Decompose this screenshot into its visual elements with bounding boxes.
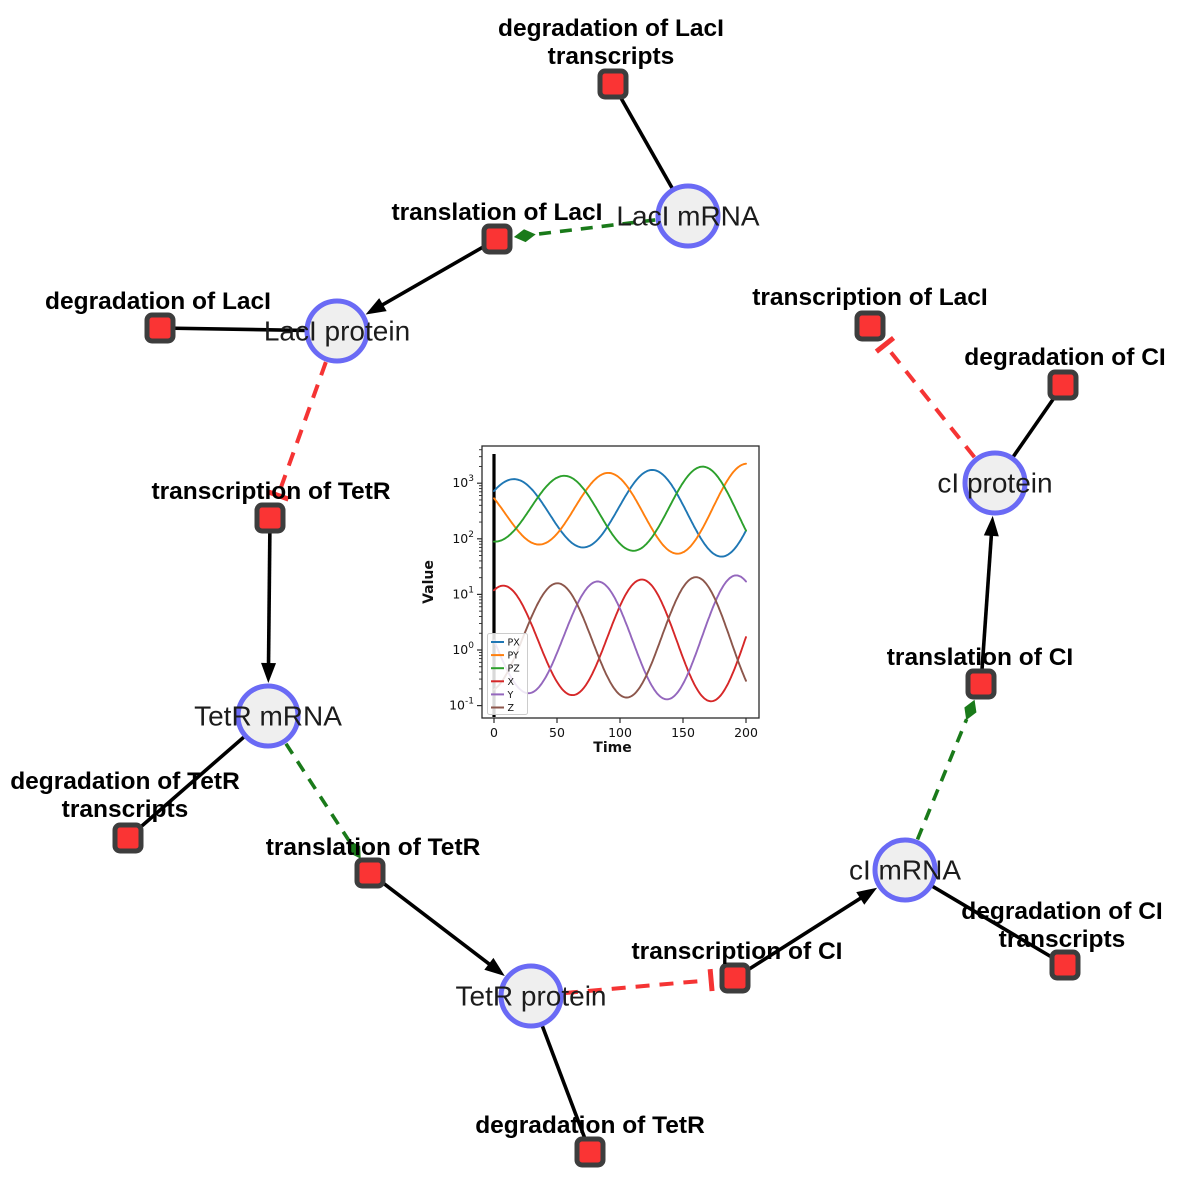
y-tick-label: 101 bbox=[452, 585, 474, 601]
reaction-label-transl_tetr: translation of TetR bbox=[266, 834, 481, 861]
chart-background bbox=[482, 446, 759, 718]
edge-production-transl_laci-to-laci_protein bbox=[365, 237, 498, 315]
reaction-node-transcr_ci bbox=[719, 962, 751, 994]
inhibition-dashed-line bbox=[277, 361, 328, 492]
species-label-tetr_protein: TetR protein bbox=[456, 981, 607, 1012]
x-tick-label: 150 bbox=[671, 725, 695, 740]
arrowhead-icon bbox=[365, 298, 387, 315]
reaction-node-deg_tetr bbox=[574, 1136, 606, 1168]
inhibition-tee-icon bbox=[707, 968, 715, 992]
production-line bbox=[266, 517, 272, 670]
diamond-arrowhead-icon bbox=[513, 229, 536, 243]
y-tick-label: 102 bbox=[452, 530, 474, 546]
arrowhead-icon bbox=[983, 515, 999, 537]
reaction-label-transcr_laci: transcription of LacI bbox=[752, 284, 988, 311]
production-line bbox=[979, 529, 994, 685]
chart-series-line-Z bbox=[493, 576, 747, 699]
inset-chart: 0 50 100 150 20010-1100101102103TimeValuePXP… bbox=[421, 445, 760, 756]
reaction-label-deg_tetr_tx: degradation of TetR transcripts bbox=[10, 768, 240, 823]
species-node-tetr_protein bbox=[498, 963, 564, 1029]
reaction-node-transcr_laci bbox=[854, 310, 886, 342]
diamond-arrowhead-icon bbox=[348, 840, 361, 859]
reaction-label-deg_laci: degradation of LacI bbox=[45, 288, 271, 315]
edge-production-transcr_ci-to-ci_mrna bbox=[734, 887, 878, 980]
reaction-node-deg_ci_tx bbox=[1049, 949, 1081, 981]
reaction-node-deg_laci bbox=[144, 312, 176, 344]
species-label-laci_protein: LacI protein bbox=[264, 316, 410, 347]
y-axis-label: Value bbox=[421, 560, 437, 604]
reaction-label-deg_ci_tx: degradation of CI transcripts bbox=[961, 898, 1162, 953]
species-label-laci_mrna: LacI mRNA bbox=[616, 201, 759, 232]
catalysis-dashed-line bbox=[915, 718, 969, 841]
arrowhead-icon bbox=[856, 887, 878, 905]
chart-series-line-PZ bbox=[493, 465, 747, 552]
x-tick-label: 200 bbox=[734, 725, 758, 740]
arrowhead-icon bbox=[261, 662, 277, 684]
chart-series-line-PY bbox=[493, 462, 747, 555]
reaction-label-transcr_tetr: transcription of TetR bbox=[151, 478, 390, 505]
x-tick-label: 100 bbox=[608, 725, 632, 740]
reaction-label-deg_tetr: degradation of TetR bbox=[475, 1112, 705, 1139]
species-label-ci_mrna: cI mRNA bbox=[849, 855, 961, 886]
reaction-label-transl_ci: translation of CI bbox=[887, 644, 1073, 671]
production-line bbox=[368, 871, 495, 969]
edge-production-transl_tetr-to-tetr_protein bbox=[368, 871, 505, 976]
x-tick-label: 50 bbox=[549, 725, 565, 740]
legend-label-PX: PX bbox=[508, 638, 521, 649]
chart-series-line-Y bbox=[493, 574, 747, 701]
legend-label-Z: Z bbox=[508, 703, 515, 714]
inhibition-tee-icon bbox=[874, 335, 896, 354]
y-tick-label: 10-1 bbox=[449, 697, 474, 713]
inhibition-dashed-line bbox=[886, 347, 977, 459]
y-tick-label: 100 bbox=[452, 641, 474, 657]
reaction-node-deg_ci bbox=[1047, 369, 1079, 401]
reaction-label-deg_laci_tx: degradation of LacI transcripts bbox=[498, 15, 724, 70]
species-label-ci_protein: cI protein bbox=[937, 468, 1052, 499]
edge-production-transcr_tetr-to-tetr_mrna bbox=[261, 517, 277, 684]
species-node-laci_protein bbox=[304, 298, 370, 364]
edge-inhibition-laci_protein-to-transcr_tetr bbox=[266, 361, 328, 502]
legend-label-Y: Y bbox=[507, 690, 514, 701]
species-node-laci_mrna bbox=[655, 183, 721, 249]
reaction-node-deg_laci_tx bbox=[597, 68, 629, 100]
production-line bbox=[376, 237, 498, 310]
reaction-node-transl_tetr bbox=[354, 857, 386, 889]
edge-catalysis-tetr_mrna-to-transl_tetr bbox=[284, 742, 361, 859]
reaction-node-transcr_tetr bbox=[254, 502, 286, 534]
chart-legend: PX PY PZ XYZ bbox=[487, 633, 528, 715]
chart-series-line-PX bbox=[493, 469, 747, 558]
species-node-ci_protein bbox=[962, 450, 1028, 516]
diamond-arrowhead-icon bbox=[964, 699, 977, 721]
reaction-node-transl_laci bbox=[481, 223, 513, 255]
x-axis-label: Time bbox=[593, 740, 631, 756]
reaction-node-transl_ci bbox=[965, 668, 997, 700]
edge-inhibition-ci_protein-to-transcr_laci bbox=[874, 335, 977, 459]
chart-series-line-X bbox=[493, 578, 747, 703]
y-tick-label: 103 bbox=[452, 474, 474, 490]
edge-catalysis-ci_mrna-to-transl_ci bbox=[915, 699, 977, 841]
catalysis-dashed-line bbox=[284, 742, 351, 843]
reaction-node-deg_tetr_tx bbox=[112, 822, 144, 854]
x-tick-label: 0 bbox=[490, 725, 498, 740]
edge-production-transl_ci-to-ci_protein bbox=[979, 515, 999, 685]
label-layer: degradation of LacI transcripts translatio… bbox=[10, 15, 1166, 1139]
production-line bbox=[734, 893, 867, 980]
reaction-label-transcr_ci: transcription of CI bbox=[632, 938, 843, 965]
reaction-label-deg_ci: degradation of CI bbox=[964, 344, 1165, 371]
edge-catalysis-laci_mrna-to-transl_laci bbox=[513, 218, 656, 243]
reaction-label-transl_laci: translation of LacI bbox=[391, 199, 602, 226]
node-layer bbox=[112, 68, 1081, 1168]
inhibition-tee-icon bbox=[266, 489, 290, 502]
species-node-tetr_mrna bbox=[235, 683, 301, 749]
species-node-ci_mrna bbox=[872, 837, 938, 903]
edge-inhibition-tetr_protein-to-transcr_ci bbox=[563, 968, 715, 996]
legend-label-X: X bbox=[508, 677, 515, 688]
legend-label-PZ: PZ bbox=[508, 664, 521, 675]
legend-label-PY: PY bbox=[508, 651, 520, 662]
species-label-tetr_mrna: TetR mRNA bbox=[194, 701, 342, 732]
arrowhead-icon bbox=[484, 957, 505, 976]
